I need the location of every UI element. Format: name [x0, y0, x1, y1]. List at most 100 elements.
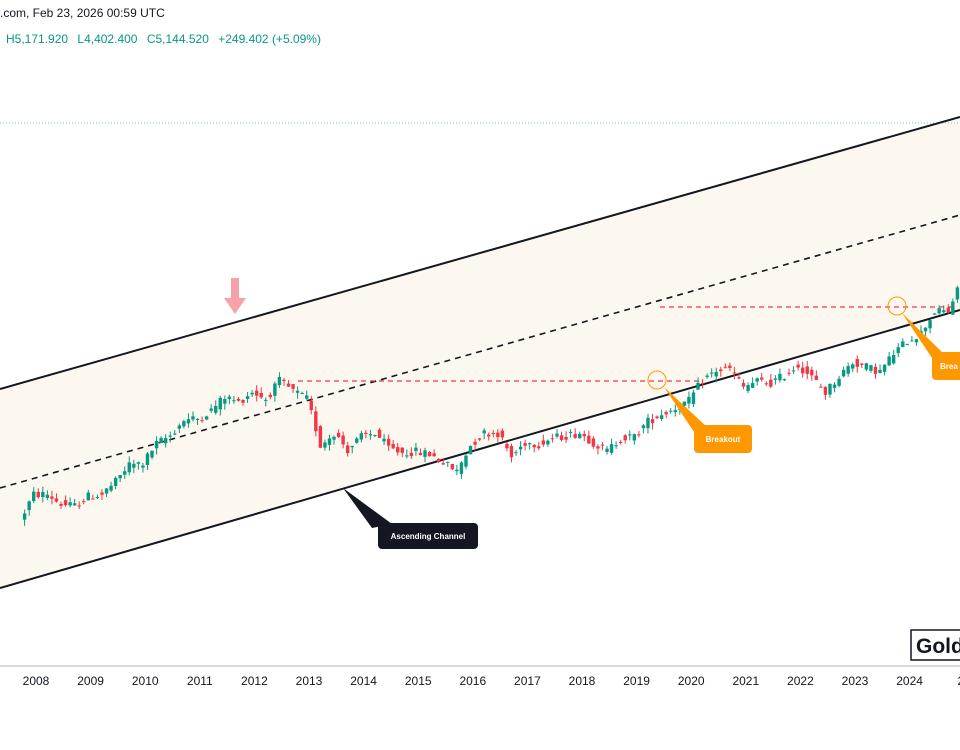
candle-down	[318, 426, 323, 448]
candle-down	[59, 503, 63, 506]
candle-up	[682, 401, 687, 406]
candle-up	[696, 382, 700, 390]
candle-down	[637, 434, 641, 436]
candle-up	[41, 491, 45, 498]
candle-down	[787, 372, 791, 374]
candle-down	[946, 307, 950, 313]
candle-up	[942, 310, 946, 313]
candle-up	[705, 375, 709, 377]
candle-down	[741, 383, 746, 387]
callout-box	[378, 523, 478, 549]
candle-up	[27, 501, 31, 511]
candle-down	[309, 400, 313, 410]
candle-up	[182, 421, 186, 427]
candle-up	[123, 471, 127, 475]
source-date-label: .com, Feb 23, 2026 00:59 UTC	[0, 6, 165, 20]
candle-up	[464, 455, 468, 467]
candle-down	[200, 420, 204, 422]
candle-down	[532, 444, 536, 448]
callout-breakout-2[interactable]: Brea	[902, 313, 960, 380]
candle-up	[928, 320, 932, 329]
candle-up	[778, 373, 782, 381]
candle-down	[450, 463, 455, 470]
candle-down	[477, 438, 482, 440]
candle-up	[932, 313, 937, 315]
x-tick-label: 20	[958, 674, 960, 688]
candle-down	[341, 435, 345, 445]
candle-down	[764, 383, 768, 385]
candle-up	[887, 356, 891, 366]
candle-down	[737, 377, 741, 379]
candle-down	[732, 372, 737, 374]
candle-down	[823, 386, 828, 395]
candle-up	[214, 405, 218, 413]
candle-up	[245, 396, 250, 399]
candle-down	[623, 435, 627, 441]
candle-down	[241, 399, 245, 403]
candle-up	[851, 364, 855, 369]
candle-up	[714, 371, 718, 377]
candle-up	[555, 433, 559, 437]
candle-up	[527, 443, 532, 445]
candle-down	[291, 384, 295, 389]
candle-up	[150, 450, 154, 458]
candle-up	[628, 434, 632, 436]
candle-down	[655, 416, 659, 419]
candle-down	[596, 446, 600, 449]
candle-down	[487, 434, 491, 437]
x-tick-label: 2022	[787, 674, 814, 688]
candle-down	[436, 458, 441, 462]
x-tick-label: 2013	[296, 674, 323, 688]
x-tick-label: 2023	[842, 674, 869, 688]
candle-up	[518, 446, 523, 450]
channel-upper-line	[0, 116, 960, 390]
candle-up	[869, 365, 873, 371]
candle-down	[496, 432, 500, 438]
candle-down	[268, 394, 273, 398]
candle-up	[195, 418, 200, 420]
candle-down	[728, 365, 732, 369]
candle-up	[141, 465, 145, 468]
candle-up	[614, 445, 618, 447]
candle-up	[837, 378, 841, 386]
callout-pointer	[664, 387, 708, 432]
candle-up	[414, 447, 418, 451]
candle-down	[810, 369, 814, 376]
candle-down	[582, 434, 586, 437]
x-tick-label: 2010	[132, 674, 159, 688]
candle-up	[905, 343, 910, 345]
candle-down	[760, 377, 764, 380]
candle-up	[841, 369, 846, 377]
candle-up	[227, 396, 232, 399]
candle-up	[951, 301, 955, 315]
callout-box	[932, 352, 960, 380]
candle-up	[846, 366, 850, 374]
candle-up	[250, 392, 254, 395]
callout-label: Brea	[940, 362, 958, 371]
candle-down	[600, 444, 605, 446]
candle-down	[54, 498, 59, 502]
candle-up	[659, 415, 664, 420]
candle-up	[937, 308, 941, 314]
candle-down	[432, 453, 436, 457]
candle-up	[127, 462, 131, 473]
candle-down	[509, 445, 514, 458]
candle-up	[204, 416, 209, 420]
candle-up	[609, 444, 614, 453]
candle-up	[891, 355, 896, 364]
callout-breakout-1[interactable]: Breakout	[664, 387, 752, 453]
candle-down	[314, 411, 318, 432]
callout-ascending-channel[interactable]: Ascending Channel	[343, 488, 478, 549]
candle-up	[359, 433, 364, 440]
top-arrow-marker	[224, 278, 246, 314]
x-tick-label: 2012	[241, 674, 268, 688]
candle-up	[791, 370, 796, 372]
candle-up	[459, 462, 464, 474]
candle-up	[896, 347, 900, 354]
candle-up	[914, 339, 919, 343]
candle-down	[719, 369, 723, 372]
candle-up	[910, 340, 914, 342]
candle-up	[373, 434, 377, 437]
candle-up	[273, 383, 277, 396]
